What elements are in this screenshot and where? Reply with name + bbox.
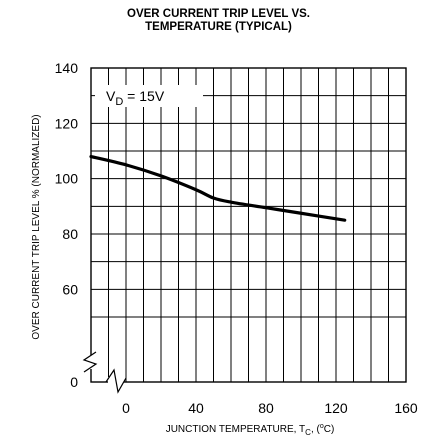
- x-tick-label: 80: [258, 400, 274, 416]
- y-tick-labels: 140 120 100 80 60 0: [55, 60, 79, 390]
- y-tick-label: 60: [62, 281, 78, 297]
- y-tick-label: 120: [55, 115, 79, 131]
- x-tick-labels: 0 40 80 120 160: [122, 400, 418, 416]
- x-tick-label: 0: [122, 400, 130, 416]
- annotation-sub: D: [115, 96, 123, 108]
- grid: [91, 68, 406, 382]
- y-axis-break-mark: [82, 351, 98, 373]
- chart-title-line1: OVER CURRENT TRIP LEVEL VS.: [127, 8, 310, 20]
- x-axis-label-sub: C: [305, 428, 311, 437]
- annotation-box: [95, 85, 203, 107]
- y-tick-label: 100: [55, 171, 79, 187]
- y-tick-label: 140: [55, 60, 79, 76]
- series-line: [89, 154, 347, 222]
- x-tick-label: 120: [324, 400, 348, 416]
- y-tick-label: 0: [70, 374, 78, 390]
- x-tick-label: 40: [188, 400, 204, 416]
- y-tick-label: 80: [62, 226, 78, 242]
- x-axis-label-unit: , (: [311, 424, 321, 435]
- x-axis-break-mark: [105, 368, 127, 394]
- x-tick-label: 160: [394, 400, 418, 416]
- x-axis-label-deg: o: [320, 423, 324, 430]
- x-axis-label-close: C): [324, 424, 335, 435]
- plot-frame: [90, 67, 407, 383]
- annotation-main: V: [106, 88, 116, 104]
- x-axis-label: JUNCTION TEMPERATURE, TC, (oC): [166, 423, 335, 437]
- chart-title-line2: TEMPERATURE (TYPICAL): [145, 21, 292, 33]
- annotation-rest: = 15V: [123, 88, 165, 104]
- y-axis-label: OVER CURRENT TRIP LEVEL % (NORMALIZED): [31, 114, 42, 339]
- chart-title: OVER CURRENT TRIP LEVEL VS. TEMPERATURE …: [0, 8, 437, 34]
- x-axis-label-main: JUNCTION TEMPERATURE, T: [166, 424, 305, 435]
- annotation: VD = 15V: [106, 88, 165, 108]
